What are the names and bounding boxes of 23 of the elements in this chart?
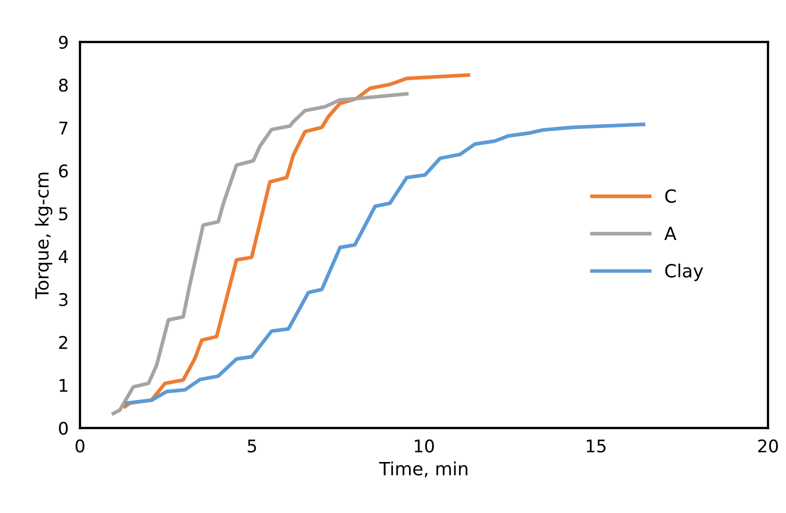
- y-tick-label: 3: [59, 293, 68, 306]
- x-axis-title: Time, min: [379, 461, 468, 478]
- line-series: [112, 92, 409, 416]
- y-tick-label: 9: [58, 36, 68, 49]
- legend-label: Clay: [665, 264, 704, 282]
- y-tick-label: 1: [60, 379, 68, 392]
- legend-label: A: [664, 226, 676, 240]
- line-series: [123, 73, 470, 408]
- y-tick-label: 5: [59, 207, 68, 220]
- x-tick-label: 5: [248, 440, 256, 453]
- y-tick-label: 7: [59, 122, 68, 134]
- line-series: [124, 122, 646, 405]
- y-tick-label: 6: [59, 164, 68, 178]
- x-tick-label: 10: [414, 439, 434, 453]
- x-tick-label: 15: [586, 440, 606, 453]
- y-axis-title: Torque, kg-cm: [34, 172, 52, 299]
- x-tick-label: 0: [76, 439, 84, 453]
- y-tick-label: 0: [58, 422, 68, 435]
- legend-label: C: [665, 189, 676, 203]
- y-tick-label: 2: [59, 336, 68, 349]
- y-tick-label: 4: [58, 250, 68, 264]
- y-tick-label: 8: [59, 78, 68, 92]
- x-tick-label: 20: [758, 439, 778, 453]
